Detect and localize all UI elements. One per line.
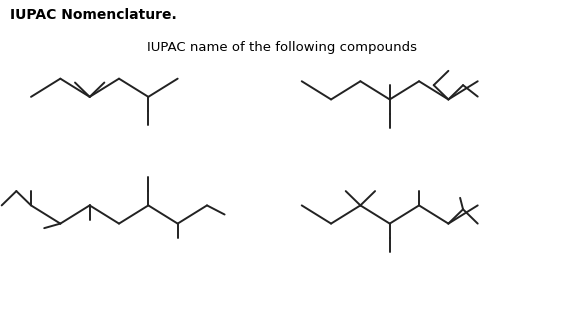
Text: IUPAC Nomenclature.: IUPAC Nomenclature. (10, 8, 177, 22)
Text: IUPAC name of the following compounds: IUPAC name of the following compounds (147, 41, 417, 54)
